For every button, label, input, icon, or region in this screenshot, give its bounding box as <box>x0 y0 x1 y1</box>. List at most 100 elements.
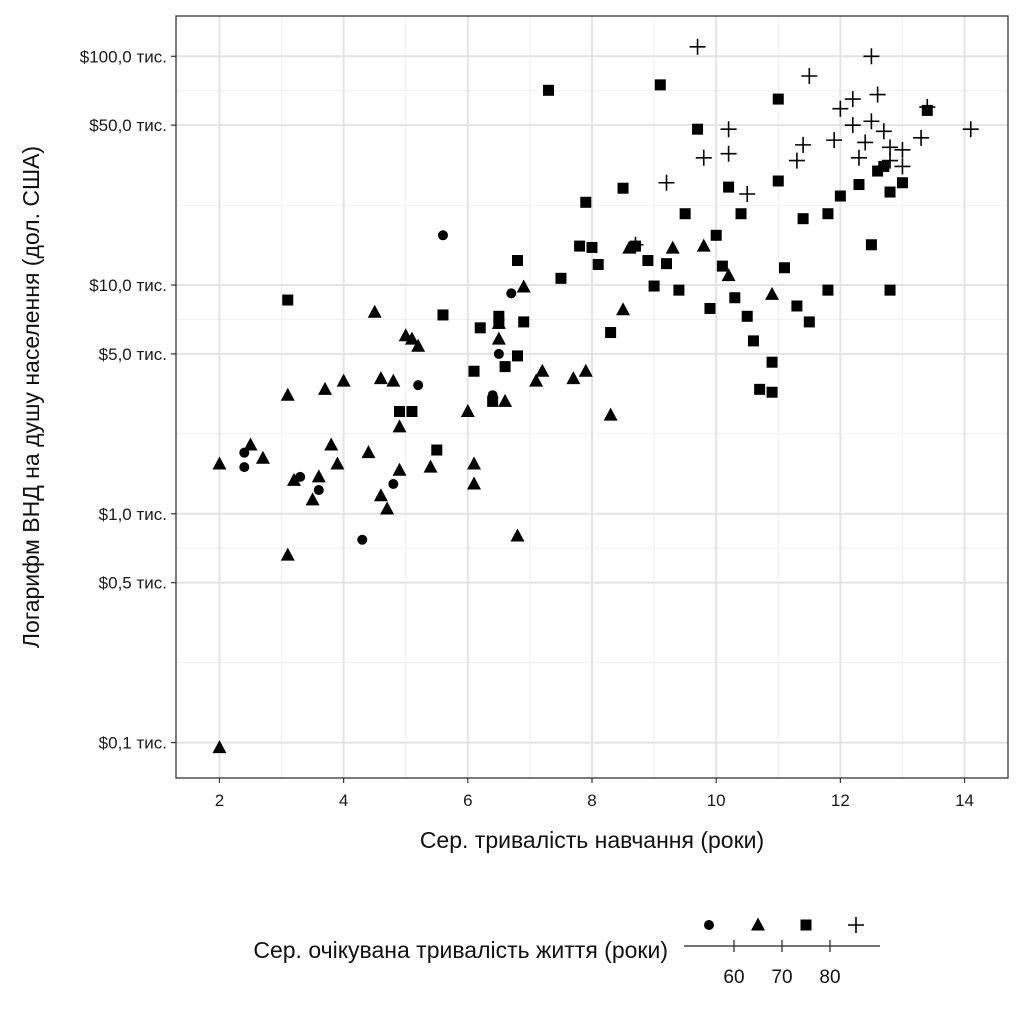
point-triangle <box>411 338 426 352</box>
point-triangle <box>255 450 270 464</box>
point-triangle <box>373 371 388 385</box>
x-tick-label: 4 <box>339 791 348 810</box>
point-square <box>661 258 673 270</box>
legend-breaks: 60 70 80 <box>723 940 841 988</box>
point-square <box>865 239 877 251</box>
point-triangle <box>243 437 258 451</box>
point-circle <box>413 380 424 391</box>
x-axis: 2 4 6 8 10 12 14 <box>215 778 974 810</box>
point-plus <box>826 132 843 149</box>
point-triangle <box>286 472 301 486</box>
point-square <box>766 386 778 398</box>
legend-key-triangle <box>751 917 765 931</box>
point-plus <box>788 152 805 169</box>
y-tick-label: $50,0 тис. <box>89 116 167 135</box>
point-triangle <box>324 437 339 451</box>
x-tick-label: 6 <box>463 791 472 810</box>
y-tick-label: $0,5 тис. <box>99 574 167 593</box>
y-tick-label: $10,0 тис. <box>89 276 167 295</box>
point-plus <box>689 38 706 55</box>
point-triangle <box>404 331 419 345</box>
point-plus <box>844 117 861 134</box>
point-square <box>406 406 418 418</box>
point-circle <box>313 485 324 496</box>
point-triangle <box>318 381 333 395</box>
point-triangle <box>616 302 631 316</box>
point-square <box>468 365 480 377</box>
point-triangle <box>460 404 475 418</box>
point-plus <box>844 91 861 108</box>
point-plus <box>863 48 880 65</box>
point-square <box>592 258 604 270</box>
point-square <box>431 444 443 456</box>
point-triangle <box>330 456 345 470</box>
legend-break-label: 80 <box>819 967 840 988</box>
point-square <box>747 335 759 347</box>
point-square <box>282 294 294 306</box>
point-plus <box>720 145 737 162</box>
point-plus <box>658 174 675 191</box>
point-triangle <box>386 373 401 387</box>
point-square <box>518 316 530 328</box>
point-triangle <box>498 393 513 407</box>
point-triangle <box>696 238 711 252</box>
point-square <box>493 310 505 322</box>
point-square <box>853 179 865 191</box>
point-square <box>729 292 741 304</box>
legend: Сер. очікувана тривалість життя (роки) 6… <box>253 917 880 988</box>
point-triangle <box>311 469 326 483</box>
point-plus <box>627 236 644 253</box>
point-triangle <box>510 528 525 542</box>
point-square <box>797 213 809 225</box>
point-plus <box>739 186 756 203</box>
point-square <box>884 186 896 198</box>
point-triangle <box>392 462 407 476</box>
point-plus <box>850 149 867 166</box>
point-plus <box>962 121 979 138</box>
legend-title: Сер. очікувана тривалість життя (роки) <box>253 937 668 963</box>
point-square <box>605 327 617 339</box>
point-plus <box>882 152 899 169</box>
legend-break-label: 70 <box>771 967 792 988</box>
point-square <box>654 79 666 91</box>
point-triangle <box>721 268 736 282</box>
point-triangle <box>212 456 227 470</box>
point-square <box>574 240 586 252</box>
point-triangle <box>361 445 376 459</box>
point-square <box>394 406 406 418</box>
point-square <box>673 284 685 296</box>
point-triangle <box>578 363 593 377</box>
point-plus <box>720 121 737 138</box>
point-circle <box>506 288 517 299</box>
point-square <box>878 160 890 172</box>
x-tick-label: 14 <box>955 791 974 810</box>
point-square <box>716 260 728 272</box>
point-plus <box>863 113 880 130</box>
point-triangle <box>535 363 550 377</box>
point-square <box>772 93 784 105</box>
point-triangle <box>665 240 680 254</box>
point-plus <box>913 129 930 146</box>
y-tick-label: $0,1 тис. <box>99 734 167 753</box>
point-square <box>692 123 704 135</box>
x-tick-label: 12 <box>831 791 850 810</box>
y-tick-label: $100,0 тис. <box>80 47 167 66</box>
point-triangle <box>380 501 395 515</box>
point-square <box>772 175 784 187</box>
point-plus <box>832 100 849 117</box>
point-square <box>617 182 629 194</box>
point-plus <box>795 136 812 153</box>
x-tick-label: 8 <box>587 791 596 810</box>
point-circle <box>388 478 399 489</box>
point-square <box>648 280 660 292</box>
point-square <box>766 356 778 368</box>
series-square <box>282 79 933 456</box>
legend-keys <box>704 917 864 933</box>
point-square <box>704 302 716 314</box>
y-tick-label: $5,0 тис. <box>99 345 167 364</box>
point-square <box>437 309 449 321</box>
point-square <box>580 196 592 208</box>
point-triangle <box>467 476 482 490</box>
point-square <box>822 284 834 296</box>
series-plus <box>627 38 979 253</box>
